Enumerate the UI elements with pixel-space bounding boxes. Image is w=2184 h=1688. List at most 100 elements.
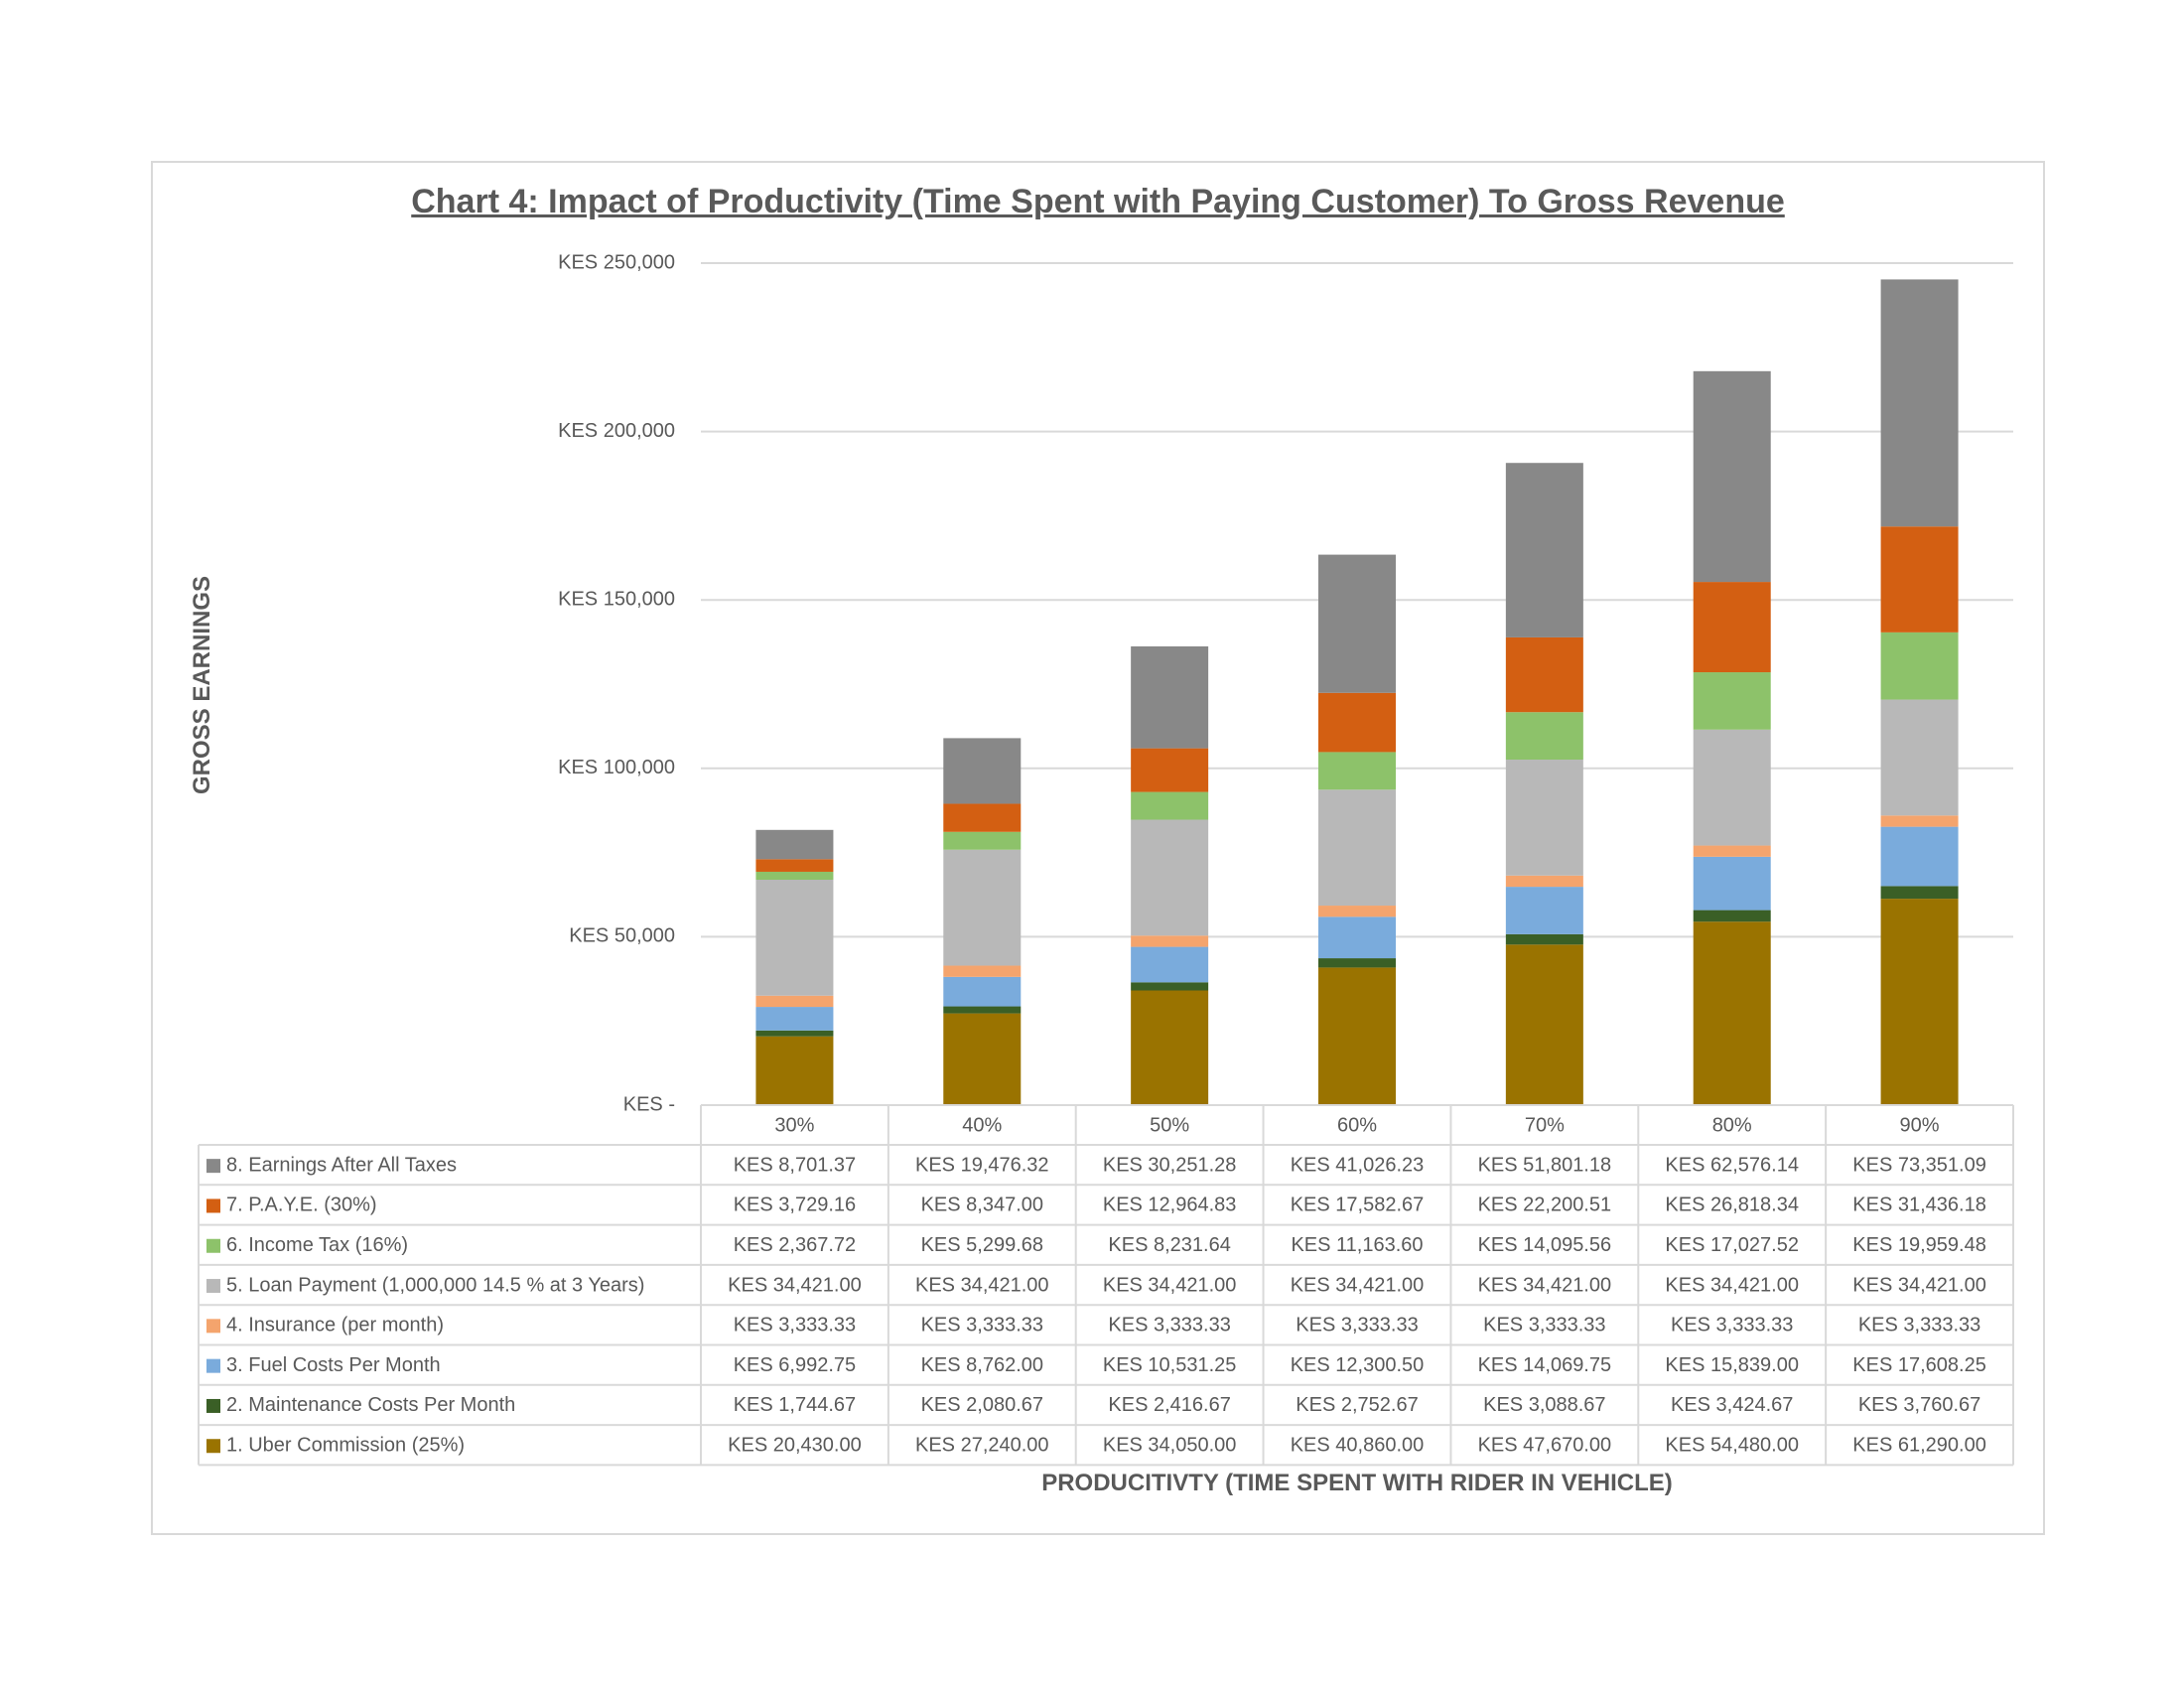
bar-segment-series4 — [1693, 845, 1771, 857]
data-label: KES 34,050.00 — [1103, 1435, 1237, 1457]
bar-segment-series4 — [943, 965, 1022, 977]
bar-segment-series8 — [1693, 370, 1771, 583]
data-label: KES 2,080.67 — [921, 1394, 1043, 1416]
bar-segment-series1 — [1505, 944, 1583, 1105]
data-label: KES 47,670.00 — [1478, 1435, 1612, 1457]
data-label: KES 8,347.00 — [921, 1195, 1043, 1216]
legend-entry: 8. Earnings After All Taxes — [226, 1154, 457, 1176]
legend-entry: 1. Uber Commission (25%) — [226, 1435, 465, 1457]
data-label: KES 8,762.00 — [921, 1354, 1043, 1376]
legend-swatch — [206, 1398, 220, 1413]
data-label: KES 6,992.75 — [734, 1354, 856, 1376]
legend-entry: 6. Income Tax (16%) — [226, 1234, 408, 1256]
y-tick-label: KES 150,000 — [558, 588, 675, 610]
data-label: KES 27,240.00 — [915, 1435, 1049, 1457]
bar-segment-series7 — [1693, 582, 1771, 673]
data-label: KES 34,421.00 — [728, 1274, 862, 1296]
legend-entry: 7. P.A.Y.E. (30%) — [226, 1195, 377, 1216]
y-tick-label: KES 50,000 — [569, 925, 675, 947]
legend-swatch — [206, 1439, 220, 1454]
data-label: KES 8,231.64 — [1108, 1234, 1230, 1256]
bar-segment-series5 — [943, 849, 1022, 966]
bar-segment-series7 — [1880, 526, 1959, 633]
data-label: KES 3,760.67 — [1858, 1394, 1980, 1416]
chart-frame — [151, 161, 2045, 1535]
bar-segment-series3 — [755, 1007, 834, 1031]
bar-segment-series8 — [755, 829, 834, 860]
bar-segment-series8 — [1880, 279, 1959, 527]
bar-segment-series8 — [1318, 554, 1396, 693]
legend-swatch — [206, 1279, 220, 1294]
bar-segment-series5 — [1131, 819, 1209, 936]
data-label: KES 34,421.00 — [1665, 1274, 1799, 1296]
data-label: KES 15,839.00 — [1665, 1354, 1799, 1376]
category-label: 90% — [1900, 1114, 1940, 1136]
data-label: KES 3,333.33 — [1483, 1315, 1605, 1336]
data-label: KES 61,290.00 — [1852, 1435, 1986, 1457]
data-label: KES 3,333.33 — [1108, 1315, 1230, 1336]
legend-entry: 3. Fuel Costs Per Month — [226, 1354, 441, 1376]
bar-segment-series2 — [943, 1006, 1022, 1014]
bar-segment-series6 — [943, 831, 1022, 850]
category-label: 60% — [1337, 1114, 1377, 1136]
bar-segment-series2 — [1693, 910, 1771, 922]
bar-segment-series6 — [1505, 712, 1583, 761]
data-label: KES 3,333.33 — [1858, 1315, 1980, 1336]
data-label: KES 2,752.67 — [1296, 1394, 1418, 1416]
data-label: KES 62,576.14 — [1665, 1154, 1799, 1176]
bar-segment-series4 — [755, 995, 834, 1008]
data-label: KES 3,333.33 — [1671, 1315, 1793, 1336]
bar-segment-series2 — [1880, 886, 1959, 900]
bar-segment-series4 — [1505, 875, 1583, 888]
bar-segment-series3 — [1505, 887, 1583, 934]
data-label: KES 41,026.23 — [1291, 1154, 1425, 1176]
bar-segment-series7 — [755, 859, 834, 872]
y-tick-label: KES 100,000 — [558, 757, 675, 778]
x-axis-title: PRODUCITIVTY (TIME SPENT WITH RIDER IN V… — [1041, 1470, 1673, 1496]
bar-segment-series3 — [943, 976, 1022, 1007]
data-label: KES 10,531.25 — [1103, 1354, 1237, 1376]
bar-segment-series5 — [1318, 789, 1396, 907]
legend-swatch — [206, 1159, 220, 1174]
data-label: KES 5,299.68 — [921, 1234, 1043, 1256]
data-label: KES 3,729.16 — [734, 1195, 856, 1216]
bar-segment-series7 — [1131, 748, 1209, 792]
bar-segment-series1 — [755, 1036, 834, 1105]
data-label: KES 34,421.00 — [1103, 1274, 1237, 1296]
data-label: KES 51,801.18 — [1478, 1154, 1612, 1176]
y-tick-label: KES 250,000 — [558, 251, 675, 273]
data-label: KES 2,416.67 — [1108, 1394, 1230, 1416]
category-label: 30% — [774, 1114, 814, 1136]
legend-entry: 5. Loan Payment (1,000,000 14.5 % at 3 Y… — [226, 1274, 644, 1296]
bar-segment-series6 — [1318, 752, 1396, 790]
data-label: KES 26,818.34 — [1665, 1195, 1799, 1216]
data-label: KES 40,860.00 — [1291, 1435, 1425, 1457]
bar-segment-series6 — [1880, 632, 1959, 700]
bar-segment-series6 — [755, 871, 834, 881]
data-label: KES 17,608.25 — [1852, 1354, 1986, 1376]
bar-segment-series1 — [1693, 921, 1771, 1105]
bar-segment-series5 — [1880, 699, 1959, 816]
bar-segment-series8 — [1505, 463, 1583, 637]
data-label: KES 3,424.67 — [1671, 1394, 1793, 1416]
data-label: KES 20,430.00 — [728, 1435, 862, 1457]
bar-segment-series1 — [943, 1013, 1022, 1105]
category-label: 70% — [1525, 1114, 1565, 1136]
bar-segment-series3 — [1318, 916, 1396, 959]
data-label: KES 2,367.72 — [734, 1234, 856, 1256]
legend-swatch — [206, 1319, 220, 1334]
data-label: KES 19,476.32 — [915, 1154, 1049, 1176]
bar-segment-series6 — [1693, 672, 1771, 730]
bar-segment-series8 — [1131, 646, 1209, 749]
data-label: KES 73,351.09 — [1852, 1154, 1986, 1176]
bar-segment-series2 — [755, 1030, 834, 1037]
data-label: KES 12,300.50 — [1291, 1354, 1425, 1376]
bar-segment-series8 — [943, 738, 1022, 804]
data-label: KES 14,069.75 — [1478, 1354, 1612, 1376]
data-label: KES 17,027.52 — [1665, 1234, 1799, 1256]
category-label: 80% — [1712, 1114, 1752, 1136]
data-label: KES 3,088.67 — [1483, 1394, 1605, 1416]
chart-title: Chart 4: Impact of Productivity (Time Sp… — [411, 183, 1785, 220]
data-label: KES 30,251.28 — [1103, 1154, 1237, 1176]
bar-segment-series2 — [1131, 982, 1209, 991]
